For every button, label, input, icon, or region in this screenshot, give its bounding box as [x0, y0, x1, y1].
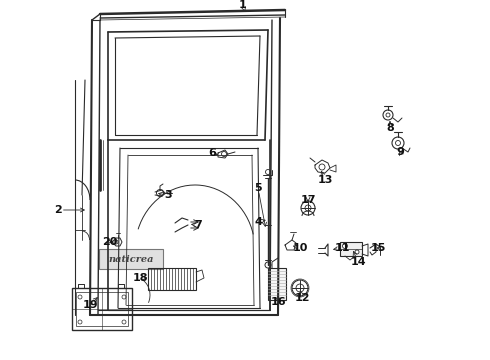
Text: 4: 4 [254, 217, 262, 227]
Text: 14: 14 [350, 257, 366, 267]
Bar [76, 292, 128, 326]
Text: 13: 13 [318, 175, 333, 185]
Text: 10: 10 [293, 243, 308, 253]
Text: 3: 3 [164, 190, 172, 200]
Text: 16: 16 [270, 297, 286, 307]
Text: 15: 15 [370, 243, 386, 253]
Bar [268, 268, 286, 300]
Bar [148, 268, 196, 290]
Text: 17: 17 [300, 195, 316, 205]
Bar [72, 288, 132, 330]
Text: 6: 6 [208, 148, 216, 158]
Text: 2: 2 [54, 205, 62, 215]
Text: naticrea: naticrea [108, 255, 154, 264]
Text: 1: 1 [239, 0, 247, 10]
Text: 5: 5 [254, 183, 262, 193]
Bar [340, 242, 362, 256]
Text: 20: 20 [102, 237, 118, 247]
Text: 9: 9 [396, 147, 404, 157]
Text: 19: 19 [82, 300, 98, 310]
Text: 11: 11 [334, 243, 350, 253]
Text: 8: 8 [386, 123, 394, 133]
Circle shape [343, 243, 347, 248]
FancyBboxPatch shape [99, 249, 163, 269]
Text: 18: 18 [132, 273, 148, 283]
Circle shape [355, 250, 359, 254]
Text: 7: 7 [194, 220, 202, 230]
Text: 12: 12 [294, 293, 310, 303]
